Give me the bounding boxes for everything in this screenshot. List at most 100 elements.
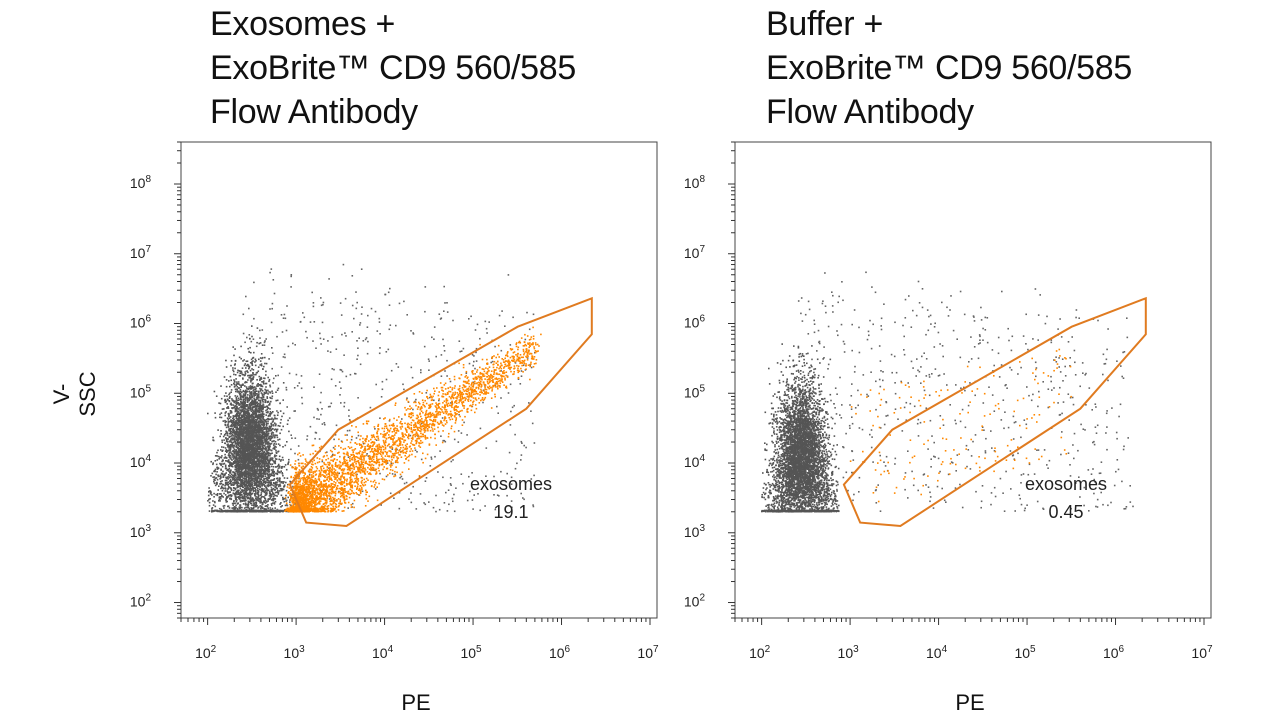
event-dot-background xyxy=(256,402,258,404)
event-dot-background xyxy=(269,385,271,387)
event-dot-background xyxy=(237,483,239,485)
event-dot-background xyxy=(254,400,256,402)
event-dot-background xyxy=(239,460,241,462)
event-dot-background xyxy=(265,500,267,502)
event-dot-background xyxy=(245,504,247,506)
event-dot-background xyxy=(258,393,260,395)
event-dot-background xyxy=(216,464,218,466)
event-dot-background xyxy=(229,428,231,430)
event-dot-background xyxy=(254,450,256,452)
event-dot-background xyxy=(240,395,242,397)
event-dot-background xyxy=(285,495,287,497)
event-dot-background xyxy=(237,419,239,421)
event-dot-background xyxy=(262,412,264,414)
event-dot-background xyxy=(227,506,229,508)
event-dot-background xyxy=(228,430,230,432)
event-dot-background xyxy=(237,496,239,498)
event-dot-background xyxy=(237,383,239,385)
event-dot-background xyxy=(236,381,238,383)
event-dot-background xyxy=(287,477,289,479)
event-dot-background xyxy=(232,466,234,468)
event-dot-background xyxy=(225,511,227,513)
event-dot-background xyxy=(251,434,253,436)
event-dot-background xyxy=(235,434,237,436)
event-dot-background xyxy=(276,488,278,490)
event-dot-background xyxy=(233,415,235,417)
event-dot-background xyxy=(259,378,261,380)
event-dot-background xyxy=(245,367,247,369)
event-dot-background xyxy=(245,470,247,472)
event-dot-background xyxy=(239,504,241,506)
event-dot-background xyxy=(225,465,227,467)
event-dot-background xyxy=(251,452,253,454)
event-dot-background xyxy=(247,433,249,435)
event-dot-background xyxy=(233,490,235,492)
event-dot-background xyxy=(260,497,262,499)
event-dot-background xyxy=(250,415,252,417)
event-dot-background xyxy=(278,388,280,390)
event-dot-background xyxy=(262,507,264,509)
event-dot-background xyxy=(212,437,214,439)
event-dot-background xyxy=(271,488,273,490)
event-dot-background xyxy=(238,493,240,495)
event-dot-background xyxy=(268,448,270,450)
event-dot-background xyxy=(261,441,263,443)
event-dot-background xyxy=(262,447,264,449)
event-dot-background xyxy=(249,499,251,501)
event-dot-background xyxy=(229,445,231,447)
event-dot-background xyxy=(265,478,267,480)
event-dot-background xyxy=(242,441,244,443)
event-dot-background xyxy=(209,505,211,507)
event-dot-background xyxy=(236,501,238,503)
event-dot-background xyxy=(255,365,257,367)
event-dot-background xyxy=(251,468,253,470)
event-dot-background xyxy=(246,504,248,506)
event-dot-background xyxy=(269,430,271,432)
event-dot-background xyxy=(254,493,256,495)
event-dot-background xyxy=(275,375,277,377)
event-dot-background xyxy=(261,464,263,466)
event-dot-background xyxy=(216,482,218,484)
event-dot-background xyxy=(221,457,223,459)
event-dot-background xyxy=(253,476,255,478)
event-dot-background xyxy=(264,495,266,497)
event-dot-background xyxy=(240,346,242,348)
event-dot-background xyxy=(223,447,225,449)
event-dot-background xyxy=(253,428,255,430)
event-dot-background xyxy=(229,451,231,453)
event-dot-background xyxy=(257,492,259,494)
event-dot-background xyxy=(266,442,268,444)
event-dot-background xyxy=(258,469,260,471)
event-dot-background xyxy=(253,401,255,403)
event-dot-background xyxy=(250,441,252,443)
event-dot-background xyxy=(230,380,232,382)
event-dot-background xyxy=(250,385,252,387)
event-dot-background xyxy=(238,428,240,430)
event-dot-background xyxy=(282,488,284,490)
event-dot-background xyxy=(238,468,240,470)
event-dot-background xyxy=(261,502,263,504)
event-dot-background xyxy=(258,477,260,479)
event-dot-background xyxy=(231,456,233,458)
event-dot-background xyxy=(263,396,265,398)
event-dot-background xyxy=(257,488,259,490)
event-dot-background xyxy=(247,429,249,431)
event-dot-background xyxy=(240,413,242,415)
event-dot-background xyxy=(275,443,277,445)
event-dot-background xyxy=(247,410,249,412)
event-dot-background xyxy=(276,431,278,433)
event-dot-background xyxy=(251,409,253,411)
event-dot-background xyxy=(228,453,230,455)
event-dot-background xyxy=(282,482,284,484)
event-dot-background xyxy=(275,434,277,436)
event-dot-background xyxy=(236,415,238,417)
event-dot-background xyxy=(277,451,279,453)
event-dot-background xyxy=(277,400,279,402)
event-dot-background xyxy=(287,497,289,499)
event-dot-background xyxy=(221,440,223,442)
event-dot-background xyxy=(269,457,271,459)
event-dot-background xyxy=(234,483,236,485)
event-dot-background xyxy=(209,502,211,504)
event-dot-background xyxy=(265,401,267,403)
event-dot-background xyxy=(218,402,220,404)
